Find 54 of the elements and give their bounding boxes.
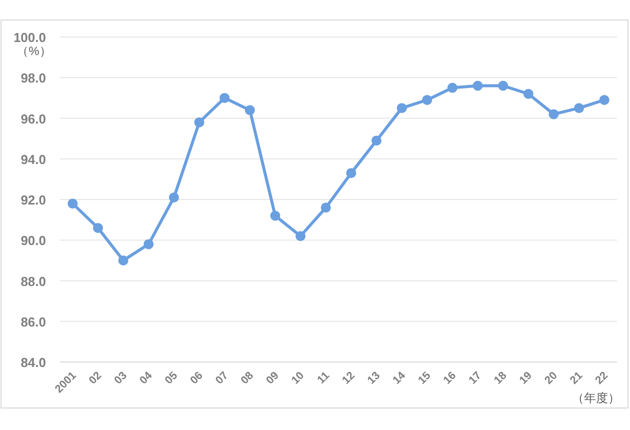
x-tick-label: 18 [492, 370, 510, 387]
y-tick-label: 98.0 [20, 70, 46, 86]
y-tick-label: 84.0 [20, 355, 46, 370]
point [320, 202, 331, 213]
point [168, 192, 179, 202]
x-tick-label: 12 [340, 370, 358, 387]
x-tick-label: 02 [86, 370, 104, 387]
x-tick-label: 08 [238, 370, 256, 387]
x-tick-label: 16 [441, 370, 459, 387]
y-tick-label: 96.0 [20, 111, 46, 126]
point [396, 103, 407, 114]
x-tick-label: 14 [390, 369, 409, 387]
x-tick-label: 22 [593, 370, 610, 387]
y-tick-label: 100.0 [13, 30, 46, 45]
point [472, 80, 483, 91]
x-tick-label: 20 [542, 370, 560, 387]
point [523, 88, 534, 99]
y-axis-title: （%） [16, 44, 52, 58]
point [447, 82, 458, 93]
point [599, 94, 610, 105]
x-tick-label: 03 [112, 370, 130, 387]
point [118, 255, 128, 266]
point [270, 210, 280, 221]
point [498, 80, 508, 91]
point [244, 105, 255, 116]
x-axis-title: （年度） [572, 391, 620, 405]
point [194, 117, 204, 128]
point [346, 168, 356, 178]
x-tick-label: 15 [416, 370, 434, 387]
x-tick-label: 06 [188, 370, 206, 387]
y-tick-label: 88.0 [20, 274, 46, 289]
x-tick-label: 04 [138, 369, 156, 387]
point [371, 136, 382, 146]
x-tick-label: 05 [162, 370, 180, 387]
y-tick-label: 92.0 [20, 192, 46, 208]
y-tick-label: 94.0 [20, 152, 46, 167]
point [144, 239, 154, 250]
point [68, 198, 78, 209]
x-tick-label: 17 [466, 370, 484, 387]
x-tick-label: 13 [365, 370, 383, 387]
point [548, 109, 559, 120]
x-tick-label: 10 [289, 370, 307, 387]
x-tick-label: 21 [568, 370, 586, 387]
point [574, 103, 584, 114]
x-tick-label: 19 [517, 370, 535, 387]
point [220, 92, 230, 103]
x-tick-label: 09 [264, 370, 282, 387]
y-tick-label: 86.0 [20, 314, 46, 330]
point [296, 231, 306, 242]
point [92, 222, 103, 233]
y-tick-label: 90.0 [20, 233, 46, 248]
point [422, 94, 432, 105]
x-tick-label: 07 [214, 370, 231, 387]
x-tick-label: 11 [315, 370, 332, 386]
